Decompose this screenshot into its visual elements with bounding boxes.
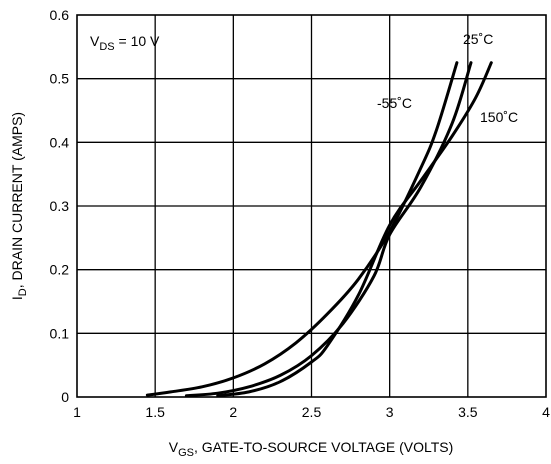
x-tick-label: 1.5	[145, 404, 165, 420]
y-tick-label: 0.3	[50, 198, 70, 214]
series-label-150c: 150˚C	[480, 109, 518, 125]
x-tick-label: 1	[73, 404, 81, 420]
series-curve-minus55c	[145, 61, 459, 397]
y-tick-label: 0.4	[50, 134, 70, 150]
y-tick-label: 0.5	[50, 71, 70, 87]
y-tick-label: 0.2	[50, 262, 70, 278]
series-label-25c: 25˚C	[463, 31, 493, 47]
series-curve-150c	[216, 61, 493, 398]
tick-labels: 1 1.5 2 2.5 3 3.5 4 0 0.1 0.2 0.3 0.4 0.5 0.6	[50, 7, 551, 420]
vds-condition-label: VDS = 10 V	[90, 33, 160, 53]
series-label-minus55c: -55˚C	[377, 95, 412, 111]
series-layer	[145, 61, 493, 398]
y-tick-label: 0.6	[50, 7, 70, 23]
x-tick-label: 3	[386, 404, 394, 420]
x-tick-label: 2	[229, 404, 237, 420]
y-tick-label: 0	[61, 389, 69, 405]
y-tick-label: 0.1	[50, 325, 70, 341]
y-axis-title: ID, DRAIN CURRENT (AMPS)	[9, 112, 29, 300]
x-tick-label: 2.5	[302, 404, 322, 420]
x-axis-title: VGS, GATE-TO-SOURCE VOLTAGE (VOLTS)	[169, 439, 454, 459]
plot-frame	[76, 14, 547, 398]
x-tick-label: 3.5	[458, 404, 478, 420]
grid	[77, 15, 546, 397]
x-tick-label: 4	[542, 404, 550, 420]
